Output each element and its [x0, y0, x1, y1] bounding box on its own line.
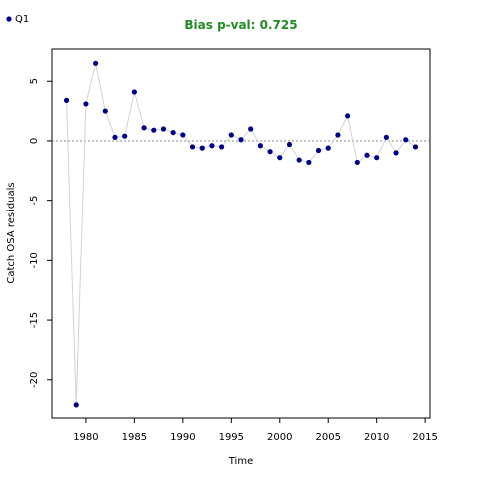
- data-point: [238, 137, 244, 143]
- data-point: [93, 60, 99, 66]
- data-point: [209, 143, 215, 149]
- x-axis: 1980 1985 1990 1995 2000 2005 2010 2015: [73, 418, 438, 443]
- data-point: [315, 147, 322, 154]
- series-line-q1: [66, 63, 416, 405]
- legend-marker: [6, 16, 12, 22]
- data-point: [383, 134, 389, 140]
- data-point: [112, 134, 118, 140]
- x-tick-label: 2000: [267, 432, 292, 443]
- y-tick-label: -20: [29, 372, 40, 388]
- data-point: [306, 159, 312, 166]
- y-tick-label: -15: [29, 312, 40, 328]
- x-tick-label: 2005: [316, 432, 341, 443]
- data-point: [199, 145, 205, 151]
- data-point: [374, 155, 380, 161]
- data-point: [180, 132, 186, 138]
- data-point: [325, 145, 331, 151]
- data-point: [151, 127, 157, 133]
- data-point: [189, 144, 196, 150]
- data-point: [267, 149, 273, 155]
- data-point: [277, 155, 283, 161]
- data-point: [73, 402, 79, 408]
- data-point: [335, 132, 341, 138]
- data-point: [170, 129, 176, 136]
- data-points: [63, 60, 419, 408]
- plot-frame: [51, 48, 431, 419]
- data-point: [248, 126, 254, 132]
- data-point: [403, 137, 409, 143]
- data-point: [412, 144, 419, 150]
- y-tick-label: 5: [29, 78, 40, 84]
- x-tick-label: 1985: [122, 432, 147, 443]
- y-axis: 5 0 -5 -10 -15 -20: [29, 78, 52, 388]
- legend-label: Q1: [15, 14, 29, 25]
- data-point: [257, 143, 263, 149]
- data-point: [63, 97, 70, 103]
- y-tick-label: -10: [29, 252, 40, 268]
- data-point: [354, 159, 360, 166]
- x-tick-label: 2015: [412, 432, 437, 443]
- data-point: [345, 113, 351, 119]
- data-point: [286, 141, 293, 148]
- data-point: [364, 152, 370, 158]
- data-point: [219, 144, 225, 150]
- data-point: [393, 150, 399, 156]
- y-tick-label: -5: [29, 196, 40, 206]
- data-point: [160, 126, 167, 132]
- chart-title: Bias p-val: 0.725: [184, 18, 297, 32]
- y-axis-title: Catch OSA residuals: [6, 182, 17, 283]
- data-point: [296, 157, 302, 163]
- y-tick-label: 0: [29, 138, 40, 144]
- data-point: [228, 132, 234, 138]
- data-point: [131, 89, 137, 95]
- x-tick-label: 1980: [73, 432, 98, 443]
- x-tick-label: 2010: [364, 432, 389, 443]
- x-tick-label: 1995: [219, 432, 244, 443]
- data-point: [141, 125, 147, 131]
- legend: Q1: [6, 14, 29, 25]
- data-point: [102, 108, 108, 114]
- x-axis-title: Time: [228, 456, 253, 467]
- data-point: [83, 101, 89, 107]
- data-point: [122, 133, 128, 139]
- x-tick-label: 1990: [170, 432, 195, 443]
